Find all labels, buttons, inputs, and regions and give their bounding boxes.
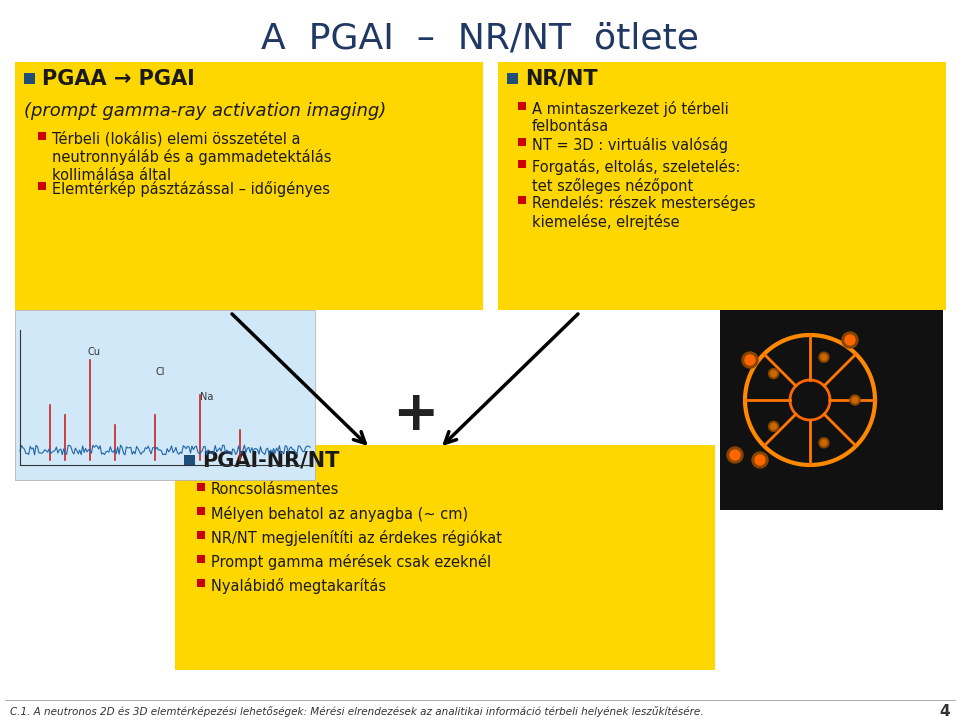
- Text: +: +: [392, 388, 439, 442]
- Text: A  PGAI  –  NR/NT  ötlete: A PGAI – NR/NT ötlete: [261, 21, 699, 55]
- Circle shape: [771, 424, 777, 429]
- Text: C.1. A neutronos 2D és 3D elemtérképezési lehetőségek: Mérési elrendezések az an: C.1. A neutronos 2D és 3D elemtérképezés…: [10, 706, 704, 717]
- Text: Térbeli (lokális) elemi összetétel a
neutronnyáláb és a gammadetektálás
kollimál: Térbeli (lokális) elemi összetétel a neu…: [52, 131, 331, 182]
- Circle shape: [769, 422, 779, 432]
- Circle shape: [852, 397, 858, 403]
- Text: Cu: Cu: [87, 347, 100, 357]
- Text: NT = 3D : virtuális valóság: NT = 3D : virtuális valóság: [532, 137, 728, 153]
- Circle shape: [755, 455, 765, 465]
- Bar: [24, 73, 35, 84]
- Text: NR/NT: NR/NT: [525, 69, 598, 89]
- Text: (prompt gamma-ray activation imaging): (prompt gamma-ray activation imaging): [24, 102, 386, 120]
- FancyBboxPatch shape: [15, 310, 315, 480]
- Bar: [184, 455, 195, 466]
- Text: Prompt gamma mérések csak ezeknél: Prompt gamma mérések csak ezeknél: [211, 554, 492, 570]
- Bar: [518, 102, 526, 110]
- Bar: [197, 507, 205, 515]
- Text: Rendelés: részek mesterséges
kiemelése, elrejtése: Rendelés: részek mesterséges kiemelése, …: [532, 195, 756, 230]
- Text: Na: Na: [200, 392, 213, 402]
- Circle shape: [745, 355, 755, 365]
- FancyBboxPatch shape: [720, 310, 943, 510]
- Circle shape: [819, 352, 828, 362]
- Circle shape: [771, 371, 777, 377]
- Circle shape: [769, 369, 779, 379]
- Circle shape: [842, 332, 858, 348]
- Text: PGAI-NR/NT: PGAI-NR/NT: [202, 451, 340, 471]
- Circle shape: [727, 447, 743, 463]
- Bar: [507, 73, 518, 84]
- Text: Cl: Cl: [155, 367, 164, 377]
- Circle shape: [845, 335, 855, 345]
- Text: Elemtérkép pásztázással – időigényes: Elemtérkép pásztázással – időigényes: [52, 181, 330, 197]
- Circle shape: [821, 354, 827, 360]
- Text: PGAA → PGAI: PGAA → PGAI: [42, 69, 195, 89]
- FancyBboxPatch shape: [175, 445, 715, 670]
- Circle shape: [730, 450, 740, 460]
- Circle shape: [752, 452, 768, 468]
- Bar: [518, 160, 526, 168]
- Text: Roncsolásmentes: Roncsolásmentes: [211, 482, 340, 497]
- Bar: [197, 483, 205, 491]
- Circle shape: [821, 440, 827, 446]
- Circle shape: [850, 395, 860, 405]
- Text: A mintaszerkezet jó térbeli
felbontása: A mintaszerkezet jó térbeli felbontása: [532, 101, 729, 134]
- Text: Forgatás, eltolás, szeletelés:
tet szőleges nézőpont: Forgatás, eltolás, szeletelés: tet szőle…: [532, 159, 740, 194]
- Bar: [197, 555, 205, 563]
- Text: NR/NT megjelenítíti az érdekes régiókat: NR/NT megjelenítíti az érdekes régiókat: [211, 530, 502, 546]
- Circle shape: [742, 352, 758, 368]
- Text: 4: 4: [940, 704, 950, 719]
- FancyBboxPatch shape: [15, 62, 483, 310]
- Bar: [38, 182, 46, 190]
- Bar: [197, 579, 205, 587]
- Bar: [38, 132, 46, 140]
- FancyBboxPatch shape: [498, 62, 946, 310]
- Bar: [518, 196, 526, 204]
- Text: Mélyen behatol az anyagba (∼ cm): Mélyen behatol az anyagba (∼ cm): [211, 506, 468, 522]
- Text: Nyalábidő megtakarítás: Nyalábidő megtakarítás: [211, 578, 386, 594]
- Circle shape: [819, 438, 828, 448]
- Bar: [197, 531, 205, 539]
- Bar: [518, 138, 526, 146]
